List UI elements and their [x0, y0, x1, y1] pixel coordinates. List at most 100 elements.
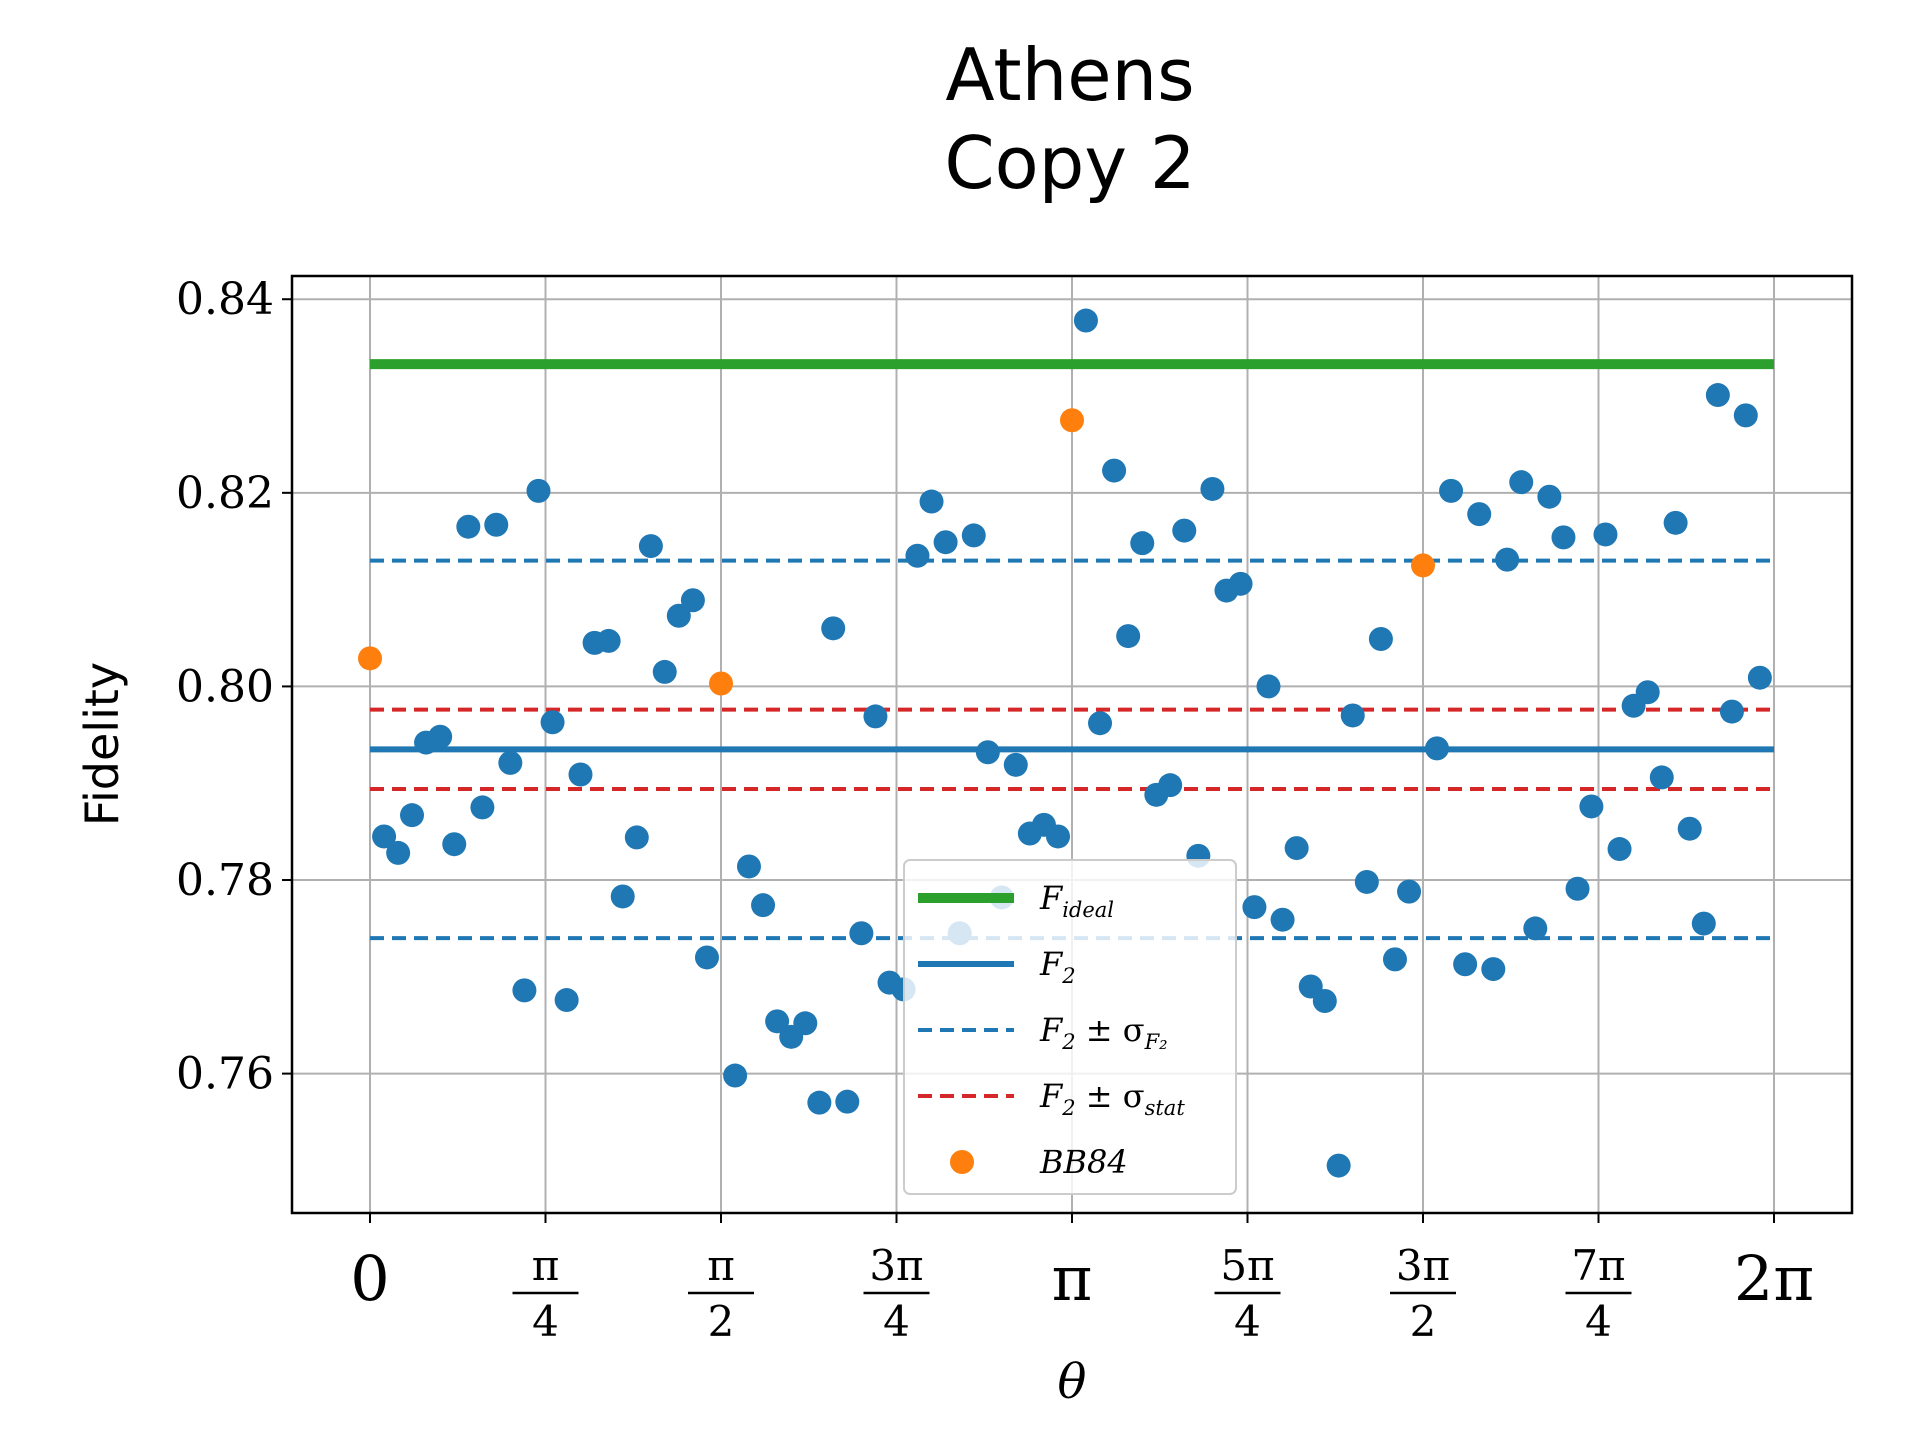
data-point: [1102, 458, 1127, 483]
data-point: [694, 945, 719, 970]
data-point: [1397, 879, 1422, 904]
data-point: [526, 478, 551, 503]
data-point: [1228, 571, 1253, 596]
data-point: [512, 978, 537, 1003]
data-point: [456, 514, 481, 539]
data-point: [723, 1063, 748, 1088]
data-point: [1284, 836, 1309, 861]
data-point: [428, 724, 453, 749]
data-point: [1312, 989, 1337, 1014]
data-point: [821, 616, 846, 641]
y-axis-label: Fidelity: [75, 662, 129, 826]
data-point: [1579, 794, 1604, 819]
data-point: [849, 921, 874, 946]
data-point: [919, 489, 944, 514]
bb84-point: [1060, 408, 1084, 433]
data-point: [596, 628, 621, 653]
data-point: [1088, 711, 1113, 736]
y-tick-label: 0.82: [176, 468, 274, 519]
x-tick-label: 2π: [1734, 1242, 1814, 1315]
data-point: [1368, 626, 1393, 651]
data-point: [1649, 765, 1674, 790]
data-point: [1565, 876, 1590, 901]
data-point: [666, 603, 691, 628]
data-points: [372, 308, 1772, 1178]
grid-lines: [292, 276, 1852, 1213]
y-tick-label: 0.84: [176, 274, 274, 325]
data-point: [1158, 773, 1183, 798]
data-point: [835, 1089, 860, 1114]
x-tick-label-denominator: 4: [1585, 1297, 1612, 1346]
data-point: [1424, 736, 1449, 761]
x-tick-label-denominator: 4: [1234, 1297, 1261, 1346]
data-point: [498, 750, 523, 775]
data-point: [1719, 699, 1744, 724]
data-point: [442, 832, 467, 857]
data-point: [1635, 680, 1660, 705]
data-point: [484, 512, 509, 537]
x-tick-label-numerator: π: [532, 1241, 560, 1290]
legend-label-sigma_f2: F2 ± σF₂: [1039, 1011, 1168, 1054]
data-point: [793, 1011, 818, 1036]
data-point: [1691, 911, 1716, 936]
legend-label-sigma_stat: F2 ± σstat: [1039, 1077, 1185, 1120]
x-axis-label: θ: [1058, 1354, 1087, 1410]
data-point: [1537, 484, 1562, 509]
data-point: [554, 988, 579, 1013]
data-point: [1551, 525, 1576, 550]
legend-label-ideal: Fideal: [1039, 879, 1114, 922]
y-tick-label: 0.78: [176, 855, 274, 906]
bb84-point: [709, 671, 734, 696]
data-point: [905, 543, 930, 568]
data-point: [1354, 869, 1379, 894]
chart-title-line-1: Athens: [945, 33, 1194, 117]
bb84-point: [1410, 553, 1435, 578]
x-tick-label-numerator: 3π: [869, 1241, 923, 1290]
x-tick-label-denominator: 4: [532, 1297, 559, 1346]
data-point: [1256, 674, 1281, 699]
data-point: [975, 740, 1000, 765]
data-point: [1677, 816, 1702, 841]
data-point: [386, 840, 411, 865]
data-point: [1495, 547, 1520, 572]
data-point: [1270, 907, 1295, 932]
y-tick-label: 0.80: [176, 661, 274, 712]
legend-label-bb84: BB84: [1039, 1143, 1128, 1181]
data-point: [1200, 476, 1225, 501]
y-tick-label: 0.76: [176, 1049, 274, 1100]
x-tick-label-numerator: 3π: [1396, 1241, 1450, 1290]
data-point: [736, 854, 761, 879]
legend: Fideal F2 F2 ± σF₂ F2 ± σstat BB84: [903, 859, 1237, 1195]
x-tick-label-denominator: 2: [1410, 1297, 1437, 1346]
data-point: [1453, 952, 1478, 977]
data-point: [610, 884, 635, 909]
x-tick-label-numerator: 7π: [1571, 1241, 1625, 1290]
data-point: [765, 1009, 790, 1034]
bb84-points: [358, 408, 1435, 696]
legend-handle-bb84: [950, 1150, 974, 1174]
data-point: [1326, 1153, 1351, 1178]
data-point: [1382, 947, 1407, 972]
y-axis-ticks: 0.76 0.78 0.80 0.82 0.84: [176, 274, 292, 1100]
data-point: [1467, 502, 1492, 527]
data-point: [372, 824, 397, 849]
data-point: [1439, 478, 1464, 503]
x-axis-ticks: 0 π 4 π 2 3π 4 π 5π 4 3π 2 7π 4 2π: [350, 1213, 1814, 1346]
data-point: [1340, 703, 1365, 728]
data-point: [540, 710, 565, 735]
data-point: [400, 803, 425, 828]
data-point: [1607, 837, 1632, 862]
data-point: [933, 530, 958, 555]
data-point: [638, 534, 663, 559]
x-tick-label-denominator: 4: [883, 1297, 910, 1346]
data-point: [1172, 518, 1197, 543]
data-point: [470, 795, 495, 820]
data-point: [1733, 403, 1758, 428]
x-tick-label-numerator: 5π: [1220, 1241, 1274, 1290]
legend-label-f2: F2: [1039, 945, 1076, 988]
data-point: [1046, 824, 1071, 849]
bb84-point: [358, 646, 383, 671]
data-point: [652, 659, 677, 684]
data-point: [1073, 308, 1098, 333]
